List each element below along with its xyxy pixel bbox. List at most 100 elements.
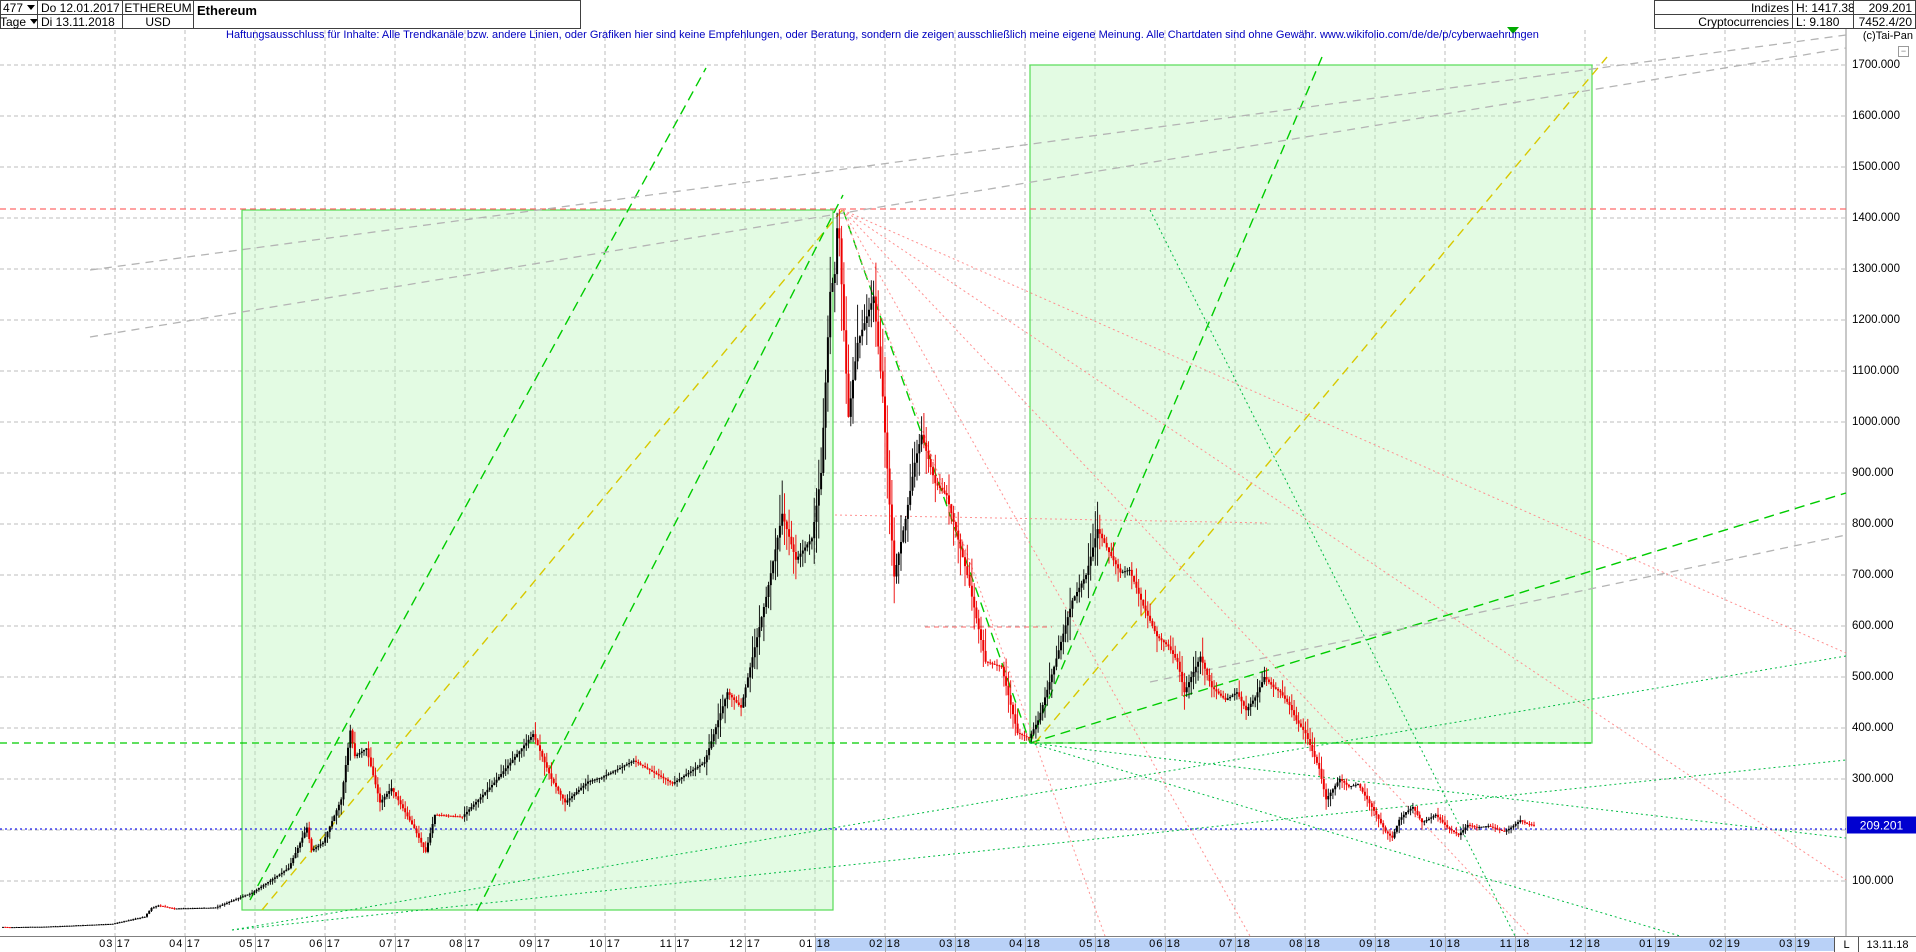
x-tick (325, 937, 326, 952)
x-tick (535, 937, 536, 952)
x-tick (1655, 937, 1656, 952)
x-tick (955, 937, 956, 952)
x-tick (115, 937, 116, 952)
red-fan-2 (842, 209, 1251, 937)
green-trend-up-c (1029, 56, 1323, 744)
period-high-value: H: 1417.380 (1796, 0, 1862, 15)
trend-box-2017 (241, 209, 834, 911)
x-tick-label: 05 17 (239, 938, 271, 950)
x-tick (1795, 937, 1796, 952)
selected-date-range-highlight[interactable] (815, 938, 1834, 951)
extra-value-text: 7452.4/20 (1858, 14, 1912, 29)
x-tick (1165, 937, 1166, 952)
x-tick (675, 937, 676, 952)
y-tick-label: 800.000 (1852, 518, 1894, 530)
symbol-value: ETHEREUM (124, 0, 192, 15)
green-trend-down (842, 209, 1031, 744)
green-trend-up-a (249, 67, 707, 901)
x-tick (815, 937, 816, 952)
group-crypto-label: Cryptocurrencies (1698, 14, 1789, 29)
x-tick-label: 06 17 (309, 938, 341, 950)
yellow-trend-1 (261, 208, 844, 911)
green-fan-down-2 (1029, 742, 1847, 839)
currency-cell: USD (122, 14, 194, 29)
timeframe-dropdown[interactable]: Tage (0, 14, 39, 29)
x-tick-label: 02 19 (1709, 938, 1741, 950)
x-tick-label: 04 17 (169, 938, 201, 950)
instrument-title-text: Ethereum (197, 3, 257, 18)
x-tick-label: 03 19 (1779, 938, 1811, 950)
date-from-value: Do 12.01.2017 (41, 0, 120, 15)
y-tick-label: 1100.000 (1852, 365, 1900, 377)
x-tick-label: 12 17 (729, 938, 761, 950)
x-tick (745, 937, 746, 952)
date-marker-triangle (1507, 27, 1519, 34)
x-tick-label: 04 18 (1009, 938, 1041, 950)
y-tick-label: 1600.000 (1852, 110, 1900, 122)
x-tick (1305, 937, 1306, 952)
green-fan-down-1 (1029, 742, 1681, 937)
x-tick-label: 06 18 (1149, 938, 1181, 950)
x-tick (1725, 937, 1726, 952)
x-tick-label: 01 18 (799, 938, 831, 950)
green-trend-up-d (1029, 492, 1847, 744)
y-tick-label: 1300.000 (1852, 263, 1900, 275)
date-from-field[interactable]: Do 12.01.2017 (37, 0, 123, 15)
date-to-value: Di 13.11.2018 (41, 14, 115, 29)
x-axis-bar[interactable]: 03 17 04 17 05 17 06 17 07 17 08 17 09 17 10 17… (0, 936, 1916, 952)
x-tick-label: 08 17 (449, 938, 481, 950)
x-tick-label: 10 17 (589, 938, 621, 950)
period-low-cell: L: 9.180 (1792, 14, 1854, 29)
last-bar-date-cell: 13.11.18 (1858, 937, 1916, 952)
instrument-title: Ethereum (193, 0, 581, 29)
x-tick (255, 937, 256, 952)
y-tick-label: 300.000 (1852, 773, 1894, 785)
period-low-value: L: 9.180 (1796, 14, 1840, 29)
x-tick-label: 11 18 (1499, 938, 1531, 950)
group-indizes-cell[interactable]: Indizes (1654, 0, 1793, 15)
red-fan-1 (842, 209, 1106, 937)
x-tick-label: 09 18 (1359, 938, 1391, 950)
y-tick-label: 1500.000 (1852, 161, 1900, 173)
last-price-axis-value: 209.201 (1859, 818, 1904, 833)
y-tick-label: 1200.000 (1852, 314, 1900, 326)
last-bar-marker-cell: L (1834, 937, 1858, 952)
period-high-cell: H: 1417.380 (1792, 0, 1861, 15)
symbol-cell: ETHEREUM (122, 0, 194, 15)
y-tick-label: 400.000 (1852, 722, 1894, 734)
x-tick-label: 11 17 (659, 938, 691, 950)
x-tick (1235, 937, 1236, 952)
bars-count-dropdown[interactable]: 477 (0, 0, 38, 15)
extra-value-cell: 7452.4/20 (1853, 14, 1916, 29)
x-tick (885, 937, 886, 952)
last-price-cell: 209.201 (1853, 0, 1916, 15)
x-tick-label: 08 18 (1289, 938, 1321, 950)
last-price-value: 209.201 (1868, 0, 1912, 15)
currency-value: USD (145, 14, 171, 29)
x-tick-label: 02 18 (869, 938, 901, 950)
x-tick-label: 03 18 (939, 938, 971, 950)
x-tick-label: 07 17 (379, 938, 411, 950)
last-price-axis-marker: 209.201 (1847, 816, 1916, 834)
collapse-pane-button[interactable]: − (1898, 46, 1909, 57)
red-fan-4 (842, 209, 1847, 881)
date-to-field[interactable]: Di 13.11.2018 (37, 14, 123, 29)
x-tick-label: 01 19 (1639, 938, 1671, 950)
y-tick-label: 900.000 (1852, 467, 1894, 479)
x-tick-label: 10 18 (1429, 938, 1461, 950)
group-indizes-label: Indizes (1750, 0, 1789, 15)
y-tick-label: 600.000 (1852, 620, 1894, 632)
disclaimer-text: Haftungsausschluss für Inhalte: Alle Tre… (226, 29, 1539, 41)
x-tick (395, 937, 396, 952)
x-tick (185, 937, 186, 952)
group-crypto-cell[interactable]: Cryptocurrencies (1654, 14, 1793, 29)
y-tick-label: 700.000 (1852, 569, 1894, 581)
x-tick-label: 09 17 (519, 938, 551, 950)
trend-box-2018 (1029, 64, 1593, 744)
timeframe-value: Tage (0, 14, 27, 29)
gray-channel-2 (89, 47, 1847, 338)
x-tick-label: 03 17 (99, 938, 131, 950)
y-tick-label: 100.000 (1852, 875, 1894, 887)
